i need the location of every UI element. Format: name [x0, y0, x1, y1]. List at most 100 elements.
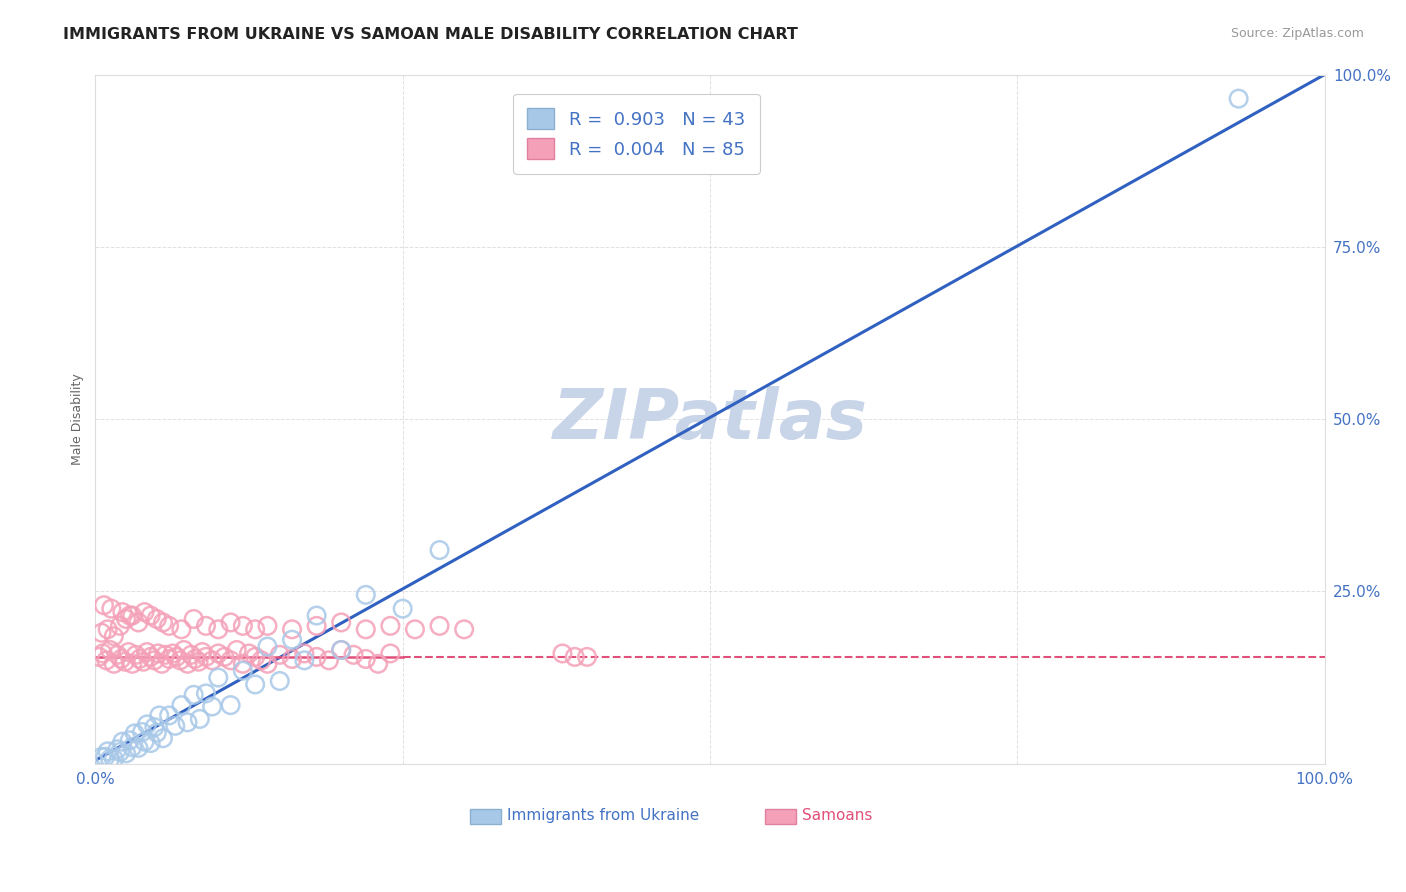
- Point: [281, 652, 304, 666]
- Point: [330, 615, 353, 630]
- Point: [207, 623, 229, 637]
- Point: [191, 645, 214, 659]
- Point: [380, 619, 402, 633]
- Point: [143, 720, 166, 734]
- Point: [148, 708, 170, 723]
- Point: [342, 648, 364, 662]
- Point: [576, 649, 599, 664]
- Point: [195, 619, 218, 633]
- Point: [170, 698, 193, 713]
- Point: [330, 643, 353, 657]
- Point: [118, 733, 141, 747]
- Point: [131, 725, 153, 739]
- Point: [292, 653, 315, 667]
- Point: [292, 647, 315, 661]
- Point: [146, 612, 169, 626]
- Point: [136, 717, 159, 731]
- Point: [121, 740, 143, 755]
- Point: [176, 657, 198, 671]
- Point: [354, 588, 377, 602]
- Point: [93, 598, 115, 612]
- Point: [98, 752, 121, 766]
- Point: [108, 619, 131, 633]
- Point: [103, 752, 125, 766]
- Point: [219, 698, 242, 713]
- Point: [551, 647, 574, 661]
- Point: [391, 601, 413, 615]
- Point: [157, 619, 180, 633]
- Point: [107, 648, 129, 662]
- Point: [232, 664, 254, 678]
- Point: [139, 736, 162, 750]
- Point: [100, 601, 122, 615]
- Point: [162, 647, 184, 661]
- Point: [225, 643, 247, 657]
- Point: [187, 655, 209, 669]
- Point: [305, 649, 328, 664]
- Point: [207, 647, 229, 661]
- Point: [367, 657, 389, 671]
- Point: [256, 619, 278, 633]
- Point: [232, 657, 254, 671]
- Point: [155, 648, 177, 662]
- Point: [125, 648, 148, 662]
- Point: [169, 653, 191, 667]
- Point: [269, 673, 291, 688]
- Point: [219, 653, 242, 667]
- Point: [90, 625, 112, 640]
- Point: [170, 623, 193, 637]
- Point: [128, 652, 150, 666]
- Point: [305, 608, 328, 623]
- Point: [207, 671, 229, 685]
- Point: [139, 649, 162, 664]
- Point: [115, 747, 138, 761]
- Point: [269, 648, 291, 662]
- Point: [96, 653, 118, 667]
- Point: [124, 726, 146, 740]
- Point: [103, 657, 125, 671]
- Point: [214, 649, 236, 664]
- Text: IMMIGRANTS FROM UKRAINE VS SAMOAN MALE DISABILITY CORRELATION CHART: IMMIGRANTS FROM UKRAINE VS SAMOAN MALE D…: [63, 27, 799, 42]
- Point: [201, 699, 224, 714]
- Point: [152, 615, 174, 630]
- Point: [94, 749, 117, 764]
- Point: [143, 653, 166, 667]
- FancyBboxPatch shape: [765, 808, 796, 823]
- Point: [146, 647, 169, 661]
- Point: [201, 653, 224, 667]
- Text: Immigrants from Ukraine: Immigrants from Ukraine: [508, 808, 699, 823]
- Point: [146, 725, 169, 739]
- Point: [564, 649, 586, 664]
- Point: [188, 712, 211, 726]
- Point: [97, 623, 120, 637]
- Point: [184, 652, 207, 666]
- Point: [330, 643, 353, 657]
- Point: [429, 619, 451, 633]
- Point: [121, 608, 143, 623]
- Point: [136, 645, 159, 659]
- Point: [115, 612, 138, 626]
- Point: [305, 619, 328, 633]
- Point: [139, 608, 162, 623]
- Text: Source: ZipAtlas.com: Source: ZipAtlas.com: [1230, 27, 1364, 40]
- Point: [157, 708, 180, 723]
- Point: [165, 719, 187, 733]
- Point: [354, 623, 377, 637]
- Legend: R =  0.903   N = 43, R =  0.004   N = 85: R = 0.903 N = 43, R = 0.004 N = 85: [513, 94, 759, 174]
- Point: [453, 623, 475, 637]
- Point: [103, 629, 125, 643]
- Point: [429, 543, 451, 558]
- Point: [121, 657, 143, 671]
- Point: [166, 649, 188, 664]
- Point: [404, 623, 426, 637]
- Point: [150, 657, 173, 671]
- Point: [111, 605, 134, 619]
- Point: [111, 734, 134, 748]
- Point: [118, 608, 141, 623]
- Point: [117, 645, 139, 659]
- Point: [107, 742, 129, 756]
- Point: [114, 655, 136, 669]
- Y-axis label: Male Disability: Male Disability: [72, 373, 84, 465]
- Point: [256, 657, 278, 671]
- Point: [243, 623, 266, 637]
